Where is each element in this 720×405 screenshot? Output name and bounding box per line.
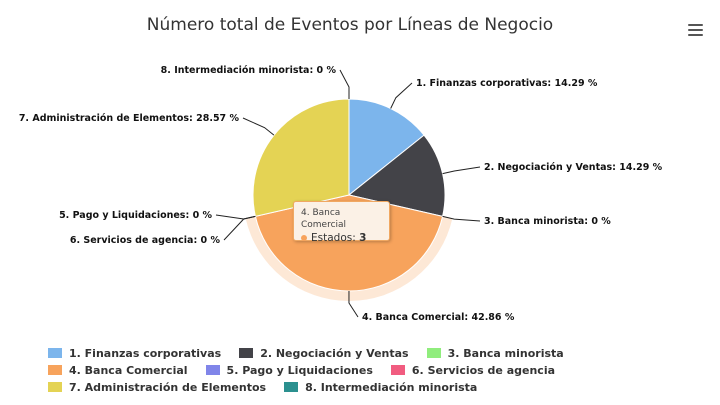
- data-label: 4. Banca Comercial: 42.86 %: [362, 312, 515, 323]
- pie-slice[interactable]: [348, 98, 425, 197]
- tooltip-dot: [301, 235, 307, 241]
- label-connector: [442, 215, 481, 222]
- legend-swatch: [48, 382, 62, 392]
- tooltip: 4. Banca Comercial Estados: 3: [293, 201, 390, 244]
- data-label: 2. Negociación y Ventas: 14.29 %: [484, 162, 663, 173]
- legend-swatch: [284, 382, 299, 392]
- chart-title: Número total de Eventos por Líneas de Ne…: [146, 15, 554, 35]
- legend-swatch: [48, 348, 62, 358]
- label-connector: [348, 290, 359, 318]
- data-label: 3. Banca minorista: 0 %: [484, 216, 611, 227]
- label-connector: [442, 166, 481, 175]
- pie-slice[interactable]: [347, 134, 446, 217]
- legend-label: 1. Finanzas corporativas: [69, 346, 222, 360]
- tooltip-header: 4. Banca Comercial: [301, 208, 347, 230]
- chart-legend: 1. Finanzas corporativas 2. Negociación y…: [48, 346, 688, 394]
- data-label: 7. Administración de Elementos: 28.57 %: [19, 113, 240, 124]
- legend-label: 4. Banca Comercial: [69, 363, 188, 377]
- label-connector: [339, 69, 350, 99]
- legend-item[interactable]: 7. Administración de Elementos: [48, 380, 266, 394]
- legend-item[interactable]: 4. Banca Comercial: [48, 363, 188, 377]
- legend-item[interactable]: 6. Servicios de agencia: [390, 363, 556, 377]
- legend-label: 7. Administración de Elementos: [69, 380, 267, 394]
- legend-label: 2. Negociación y Ventas: [260, 346, 409, 360]
- data-label: 5. Pago y Liquidaciones: 0 %: [59, 210, 212, 221]
- legend-item[interactable]: 5. Pago y Liquidaciones: [205, 363, 373, 377]
- label-connector: [223, 215, 256, 241]
- legend-item[interactable]: 8. Intermediación minorista: [284, 380, 477, 394]
- legend-item[interactable]: 2. Negociación y Ventas: [239, 346, 409, 360]
- tooltip-value: 3: [359, 232, 367, 244]
- legend-label: 5. Pago y Liquidaciones: [226, 363, 373, 377]
- legend-swatch: [390, 365, 405, 375]
- legend-item[interactable]: 3. Banca minorista: [426, 346, 564, 360]
- hamburger-menu-icon[interactable]: [686, 22, 706, 38]
- legend-swatch: [48, 365, 62, 375]
- legend-swatch: [426, 348, 441, 358]
- legend-item[interactable]: 1. Finanzas corporativas: [48, 346, 221, 360]
- data-label: 6. Servicios de agencia: 0 %: [70, 235, 221, 246]
- legend-label: 8. Intermediación minorista: [305, 380, 478, 394]
- legend-label: 6. Servicios de agencia: [411, 363, 556, 377]
- tooltip-series-label: Estados:: [311, 232, 360, 244]
- pie-slice[interactable]: [252, 98, 350, 217]
- label-connector: [390, 82, 413, 109]
- label-connector: [242, 117, 275, 136]
- tooltip-body: Estados: 3: [301, 231, 382, 246]
- legend-label: 3. Banca minorista: [447, 346, 564, 360]
- legend-swatch: [239, 348, 254, 358]
- data-label: 1. Finanzas corporativas: 14.29 %: [416, 78, 598, 89]
- data-label: 8. Intermediación minorista: 0 %: [161, 65, 337, 76]
- legend-swatch: [205, 365, 220, 375]
